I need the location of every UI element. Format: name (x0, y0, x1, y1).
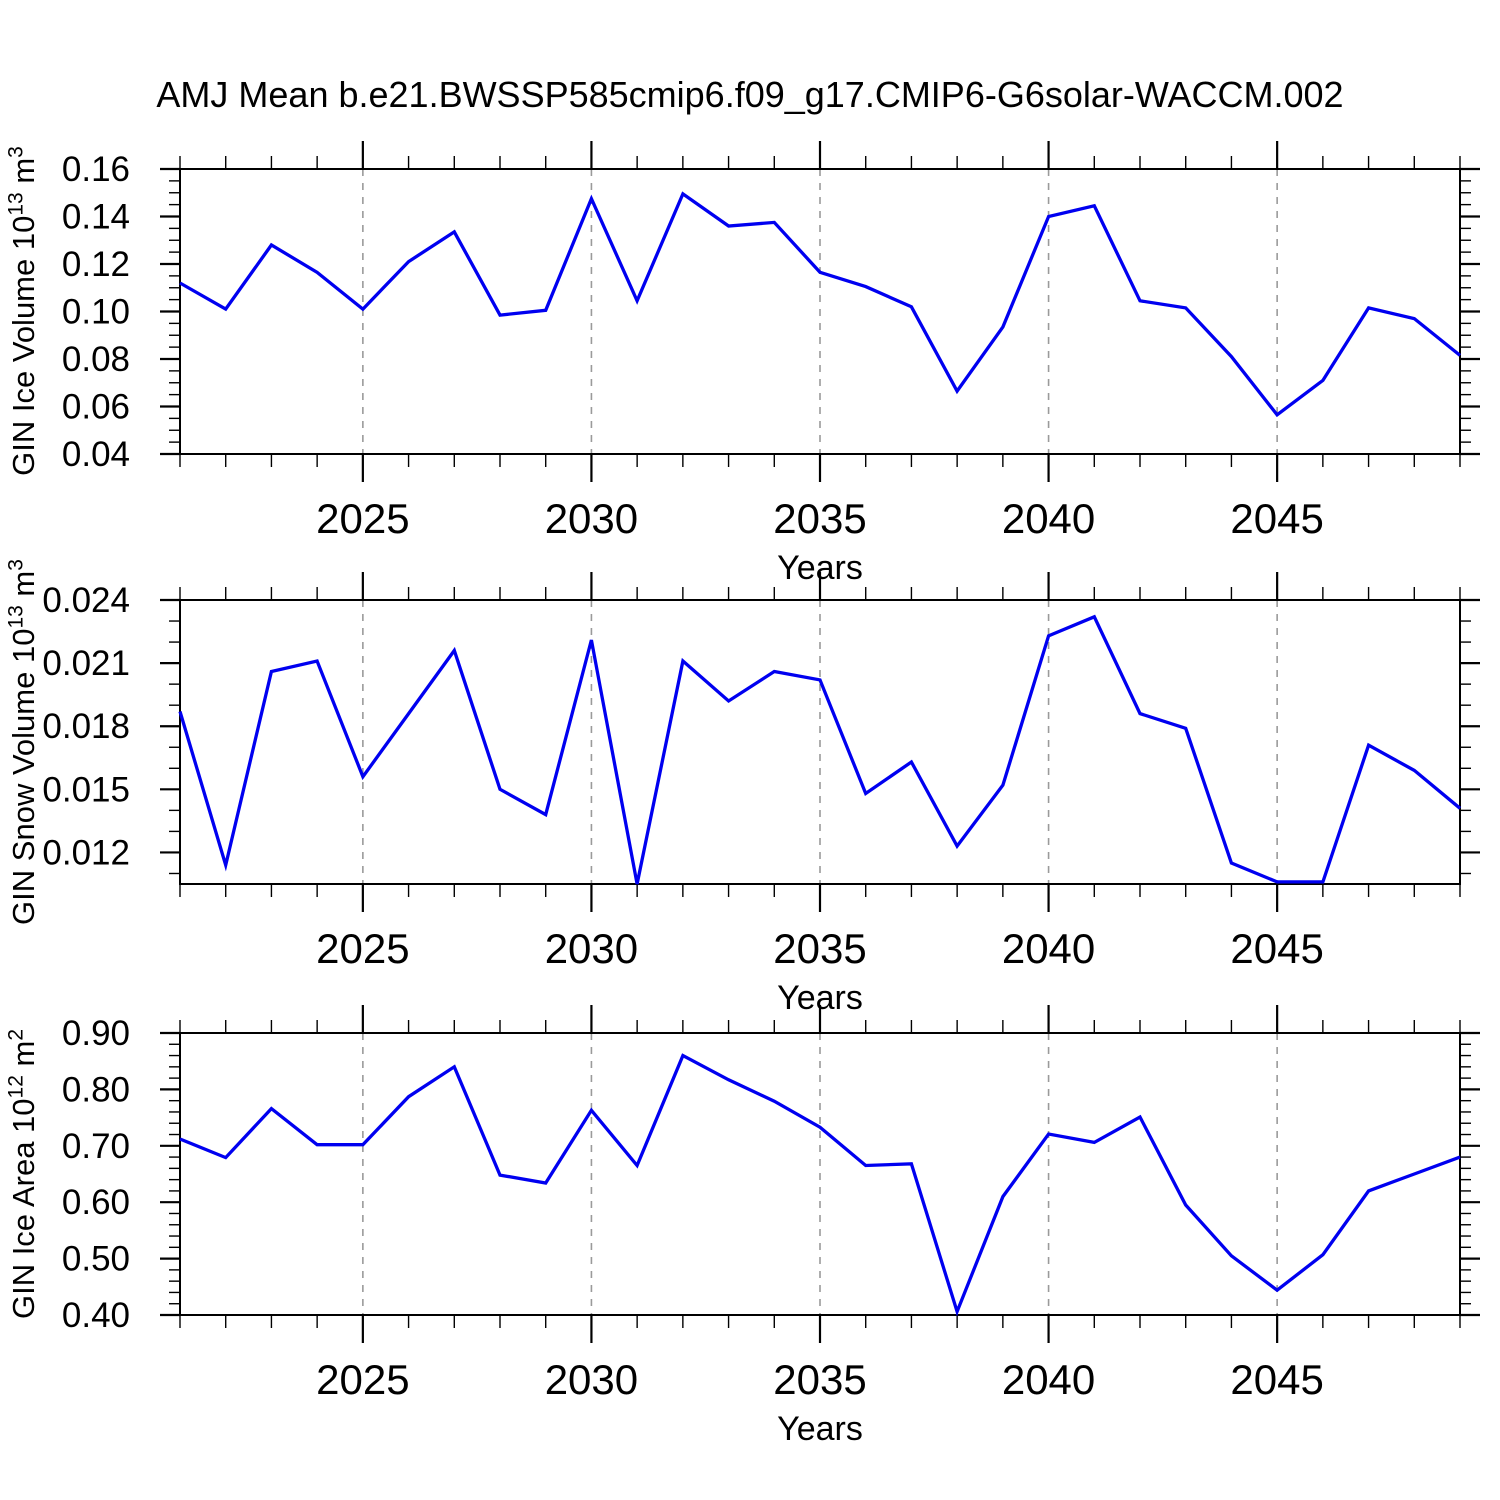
x-tick-label: 2040 (1002, 1356, 1095, 1403)
panel-snow-volume: 0.024 0.021 0.018 0.015 0.012 2025 2030 2035 204… (42, 572, 1480, 972)
x-axis-title: Years (777, 549, 863, 587)
y-axis-title-text: GIN Snow Volume 10 (6, 628, 41, 925)
y-tick-label: 0.14 (62, 198, 130, 237)
y-axis-title-unit: m (6, 1040, 41, 1076)
x-tick-label: 2025 (316, 1356, 409, 1403)
y-axis-title-exponent: 13 (4, 605, 28, 629)
x-tick-label: 2035 (773, 1356, 866, 1403)
x-tick-label: 2035 (773, 925, 866, 972)
x-tick-label: 2040 (1002, 495, 1095, 542)
gridlines (362, 169, 1278, 454)
y-tick-label: 0.015 (42, 770, 130, 809)
y-axis-title-exponent: 13 (4, 192, 28, 216)
y-tick-labels: 0.16 0.14 0.12 0.10 0.08 0.06 0.04 (62, 150, 130, 474)
axis-ticks (160, 572, 1480, 912)
y-axis-title-ice-volume: GIN Ice Volume 1013 m3 (4, 111, 42, 511)
y-tick-label: 0.40 (62, 1296, 130, 1335)
x-tick-label: 2030 (545, 1356, 638, 1403)
y-tick-label: 0.80 (62, 1070, 130, 1109)
x-tick-labels: 2025 2030 2035 2040 2045 (316, 925, 1324, 972)
y-axis-title-unit-exponent: 3 (4, 146, 28, 158)
y-axis-title-exponent: 12 (4, 1075, 28, 1099)
x-tick-label: 2030 (545, 495, 638, 542)
x-tick-label: 2030 (545, 925, 638, 972)
y-axis-title-snow-volume: GIN Snow Volume 1013 m3 (4, 542, 42, 942)
y-tick-label: 0.021 (42, 644, 130, 683)
x-tick-label: 2045 (1230, 1356, 1323, 1403)
y-tick-label: 0.70 (62, 1127, 130, 1166)
y-tick-label: 0.16 (62, 150, 130, 189)
axis-ticks (160, 1005, 1480, 1343)
y-axis-title-ice-area: GIN Ice Area 1012 m2 (4, 974, 42, 1374)
y-tick-labels: 0.90 0.80 0.70 0.60 0.50 0.40 (62, 1014, 130, 1335)
y-axis-title-unit-exponent: 2 (4, 1028, 28, 1041)
y-tick-label: 0.90 (62, 1014, 130, 1053)
panel-ice-area: 0.90 0.80 0.70 0.60 0.50 0.40 2025 2030 2035 2040… (62, 1005, 1480, 1403)
y-tick-label: 0.024 (42, 581, 130, 620)
y-tick-label: 0.12 (62, 245, 130, 284)
data-line (178, 614, 1462, 885)
y-tick-label: 0.60 (62, 1183, 130, 1222)
y-tick-label: 0.10 (62, 293, 130, 332)
x-tick-labels: 2025 2030 2035 2040 2045 (316, 1356, 1324, 1403)
x-tick-label: 2045 (1230, 495, 1323, 542)
chart-title: AMJ Mean b.e21.BWSSP585cmip6.f09_g17.CMI… (156, 74, 1344, 115)
x-tick-label: 2040 (1002, 925, 1095, 972)
y-tick-label: 0.08 (62, 340, 130, 379)
y-axis-title-text: GIN Ice Volume 10 (6, 215, 41, 476)
y-axis-title-unit: m (6, 570, 41, 606)
y-tick-label: 0.04 (62, 435, 130, 474)
axis-ticks (160, 141, 1480, 482)
y-tick-labels: 0.024 0.021 0.018 0.015 0.012 (42, 581, 130, 872)
x-axis-title: Years (777, 1410, 863, 1448)
panel-ice-volume: 0.16 0.14 0.12 0.10 0.08 0.06 0.04 2025 2030 2035… (62, 141, 1480, 542)
plot-border (179, 1032, 1461, 1316)
y-tick-label: 0.50 (62, 1240, 130, 1279)
y-axis-title-unit: m (6, 157, 41, 193)
y-tick-label: 0.012 (42, 833, 130, 872)
x-tick-label: 2025 (316, 925, 409, 972)
data-line (179, 1053, 1461, 1317)
x-axis-title: Years (777, 979, 863, 1017)
x-tick-label: 2045 (1230, 925, 1323, 972)
y-axis-title-unit-exponent: 3 (4, 559, 28, 571)
gridlines (362, 600, 1278, 884)
data-line (179, 191, 1462, 418)
x-tick-labels: 2025 2030 2035 2040 2045 (316, 495, 1324, 542)
plot-border (179, 599, 1461, 885)
y-tick-label: 0.018 (42, 707, 130, 746)
x-tick-label: 2025 (316, 495, 409, 542)
gridlines (362, 1033, 1278, 1315)
y-tick-label: 0.06 (62, 388, 130, 427)
plot-border (179, 168, 1461, 455)
x-tick-label: 2035 (773, 495, 866, 542)
y-axis-title-text: GIN Ice Area 10 (6, 1098, 41, 1320)
